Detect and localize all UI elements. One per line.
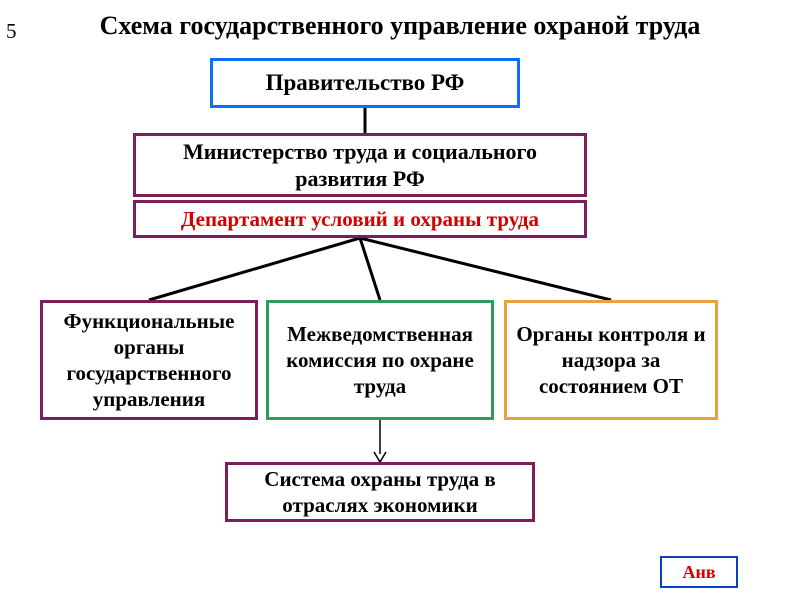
node-government: Правительство РФ: [210, 58, 520, 108]
node-ministry: Министерство труда и социального развити…: [133, 133, 587, 197]
node-government-label: Правительство РФ: [258, 69, 473, 98]
page-title: Схема государственного управление охрано…: [50, 6, 750, 46]
node-functional-label: Функциональные органы государственного у…: [43, 308, 255, 413]
node-system: Система охраны труда в отраслях экономик…: [225, 462, 535, 522]
nav-button[interactable]: Анв: [660, 556, 738, 588]
node-functional: Функциональные органы государственного у…: [40, 300, 258, 420]
page-number: 5: [6, 16, 36, 46]
page-number-text: 5: [6, 18, 17, 44]
node-department-label: Департамент условий и охраны труда: [173, 206, 547, 232]
node-commission: Межведомственная комиссия по охране труд…: [266, 300, 494, 420]
node-department: Департамент условий и охраны труда: [133, 200, 587, 238]
node-system-label: Система охраны труда в отраслях экономик…: [228, 466, 532, 519]
page-title-text: Схема государственного управление охрано…: [100, 10, 701, 43]
node-ministry-label: Министерство труда и социального развити…: [136, 138, 584, 193]
nav-button-label: Анв: [682, 561, 715, 584]
node-control-label: Органы контроля и надзора за состоянием …: [507, 321, 715, 400]
node-control: Органы контроля и надзора за состоянием …: [504, 300, 718, 420]
node-commission-label: Межведомственная комиссия по охране труд…: [269, 321, 491, 400]
